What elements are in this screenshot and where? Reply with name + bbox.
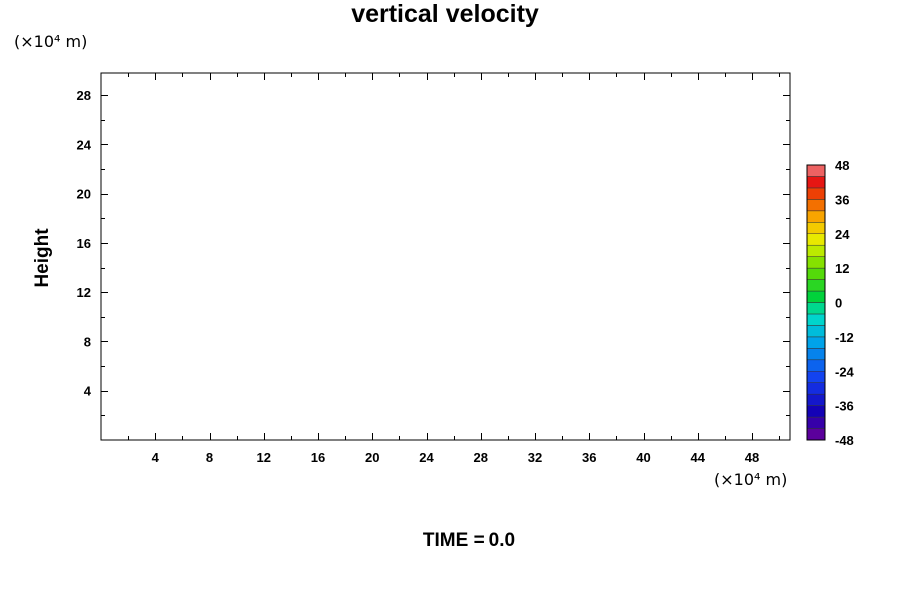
colorbar-band	[806, 325, 826, 338]
colorbar-band	[806, 199, 826, 212]
colorbar-band	[806, 348, 826, 361]
colorbar-label: 12	[835, 261, 849, 276]
y-tick-label: 16	[77, 236, 91, 251]
x-tick-label: 12	[257, 450, 271, 465]
colorbar-band	[806, 267, 826, 280]
x-tick-label: 40	[636, 450, 650, 465]
colorbar-band	[806, 244, 826, 257]
colorbar-band	[806, 176, 826, 189]
x-tick-label: 8	[206, 450, 213, 465]
colorbar-band	[806, 302, 826, 315]
chart-title: vertical velocity	[351, 0, 539, 28]
colorbar-band	[806, 222, 826, 235]
x-tick-label: 4	[152, 450, 160, 465]
time-readout: TIME = 0.0	[0, 530, 900, 552]
colorbar-band	[806, 371, 826, 383]
colorbar-band	[806, 164, 826, 177]
colorbar-band	[806, 210, 826, 223]
x-tick-label: 20	[365, 450, 379, 465]
colorbar-band	[806, 405, 826, 418]
colorbar-label: 0	[835, 296, 842, 311]
colorbar-label: -36	[835, 399, 854, 414]
colorbar-band	[806, 313, 826, 326]
colorbar-band	[806, 256, 826, 269]
x-tick-label: 48	[745, 450, 759, 465]
colorbar-label: 24	[835, 227, 850, 242]
colorbar-label: -12	[835, 330, 854, 345]
colorbar: 48 36 24 12 0 -12 -24 -36 -48	[806, 158, 855, 448]
colorbar-band	[806, 279, 826, 292]
y-tick-label: 24	[77, 137, 92, 152]
x-tick-label: 24	[419, 450, 434, 465]
time-label: TIME =	[422, 530, 485, 551]
y-tick-label: 28	[77, 88, 91, 103]
x-axis-unit: (×10⁴ m)	[714, 470, 788, 489]
x-tick-label: 44	[691, 450, 706, 465]
colorbar-band	[806, 393, 826, 406]
time-value: 0.0	[488, 530, 516, 551]
y-tick-label: 8	[84, 334, 91, 349]
colorbar-frame	[806, 164, 826, 441]
x-tick-label: 28	[474, 450, 488, 465]
x-tick-label: 16	[311, 450, 325, 465]
colorbar-label: -24	[835, 364, 855, 379]
colorbar-band	[806, 416, 826, 429]
y-tick-label: 12	[77, 285, 91, 300]
colorbar-band	[806, 290, 826, 303]
colorbar-label: -48	[835, 433, 854, 448]
colorbar-band	[806, 359, 826, 372]
y-tick-label: 4	[84, 384, 92, 399]
plot-frame	[100, 72, 791, 441]
colorbar-band	[806, 336, 826, 349]
colorbar-label: 48	[835, 158, 849, 173]
y-axis-unit: (×10⁴ m)	[14, 32, 88, 51]
x-tick-label: 32	[528, 450, 542, 465]
colorbar-band	[806, 187, 826, 200]
colorbar-band	[806, 233, 826, 246]
y-tick-label: 20	[77, 187, 91, 202]
colorbar-label: 36	[835, 192, 849, 207]
colorbar-band	[806, 428, 826, 441]
x-tick-label: 36	[582, 450, 596, 465]
colorbar-band	[806, 382, 826, 395]
